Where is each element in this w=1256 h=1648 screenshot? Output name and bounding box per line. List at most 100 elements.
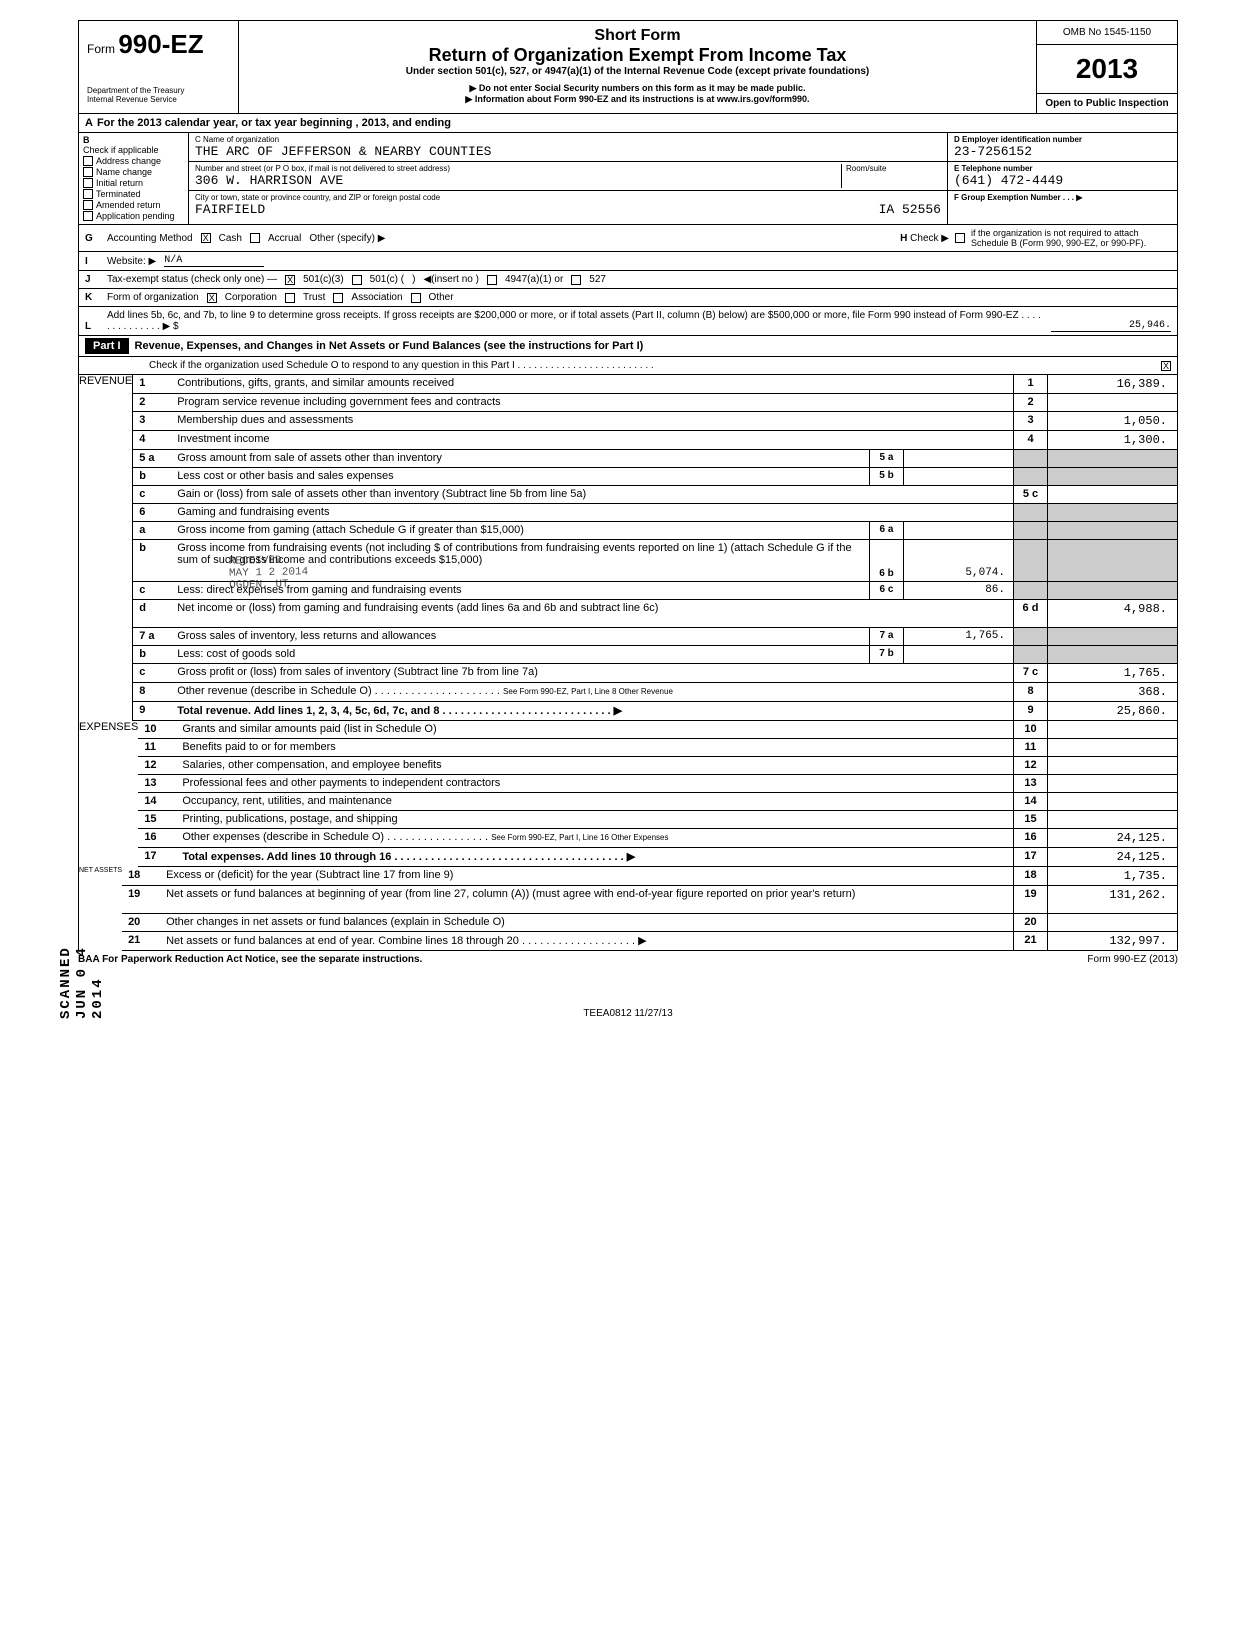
line-6b-midval: 5,074. (903, 540, 1013, 581)
line-21-val: 132,997. (1047, 932, 1177, 950)
ssn-warning: ▶ Do not enter Social Security numbers o… (245, 83, 1030, 94)
cb-initial-return[interactable] (83, 178, 93, 188)
line-6c-midval: 86. (903, 582, 1013, 599)
cb-501c[interactable] (352, 275, 362, 285)
footer-left: BAA For Paperwork Reduction Act Notice, … (78, 954, 422, 965)
line-10-val (1047, 721, 1177, 738)
title-short-form: Short Form (245, 27, 1030, 45)
line-7b-desc: Less: cost of goods sold (173, 646, 869, 663)
page-footer-code: TEEA0812 11/27/13 (78, 1008, 1178, 1019)
line-11-val (1047, 739, 1177, 756)
cb-name-change[interactable] (83, 167, 93, 177)
line-1-desc: Contributions, gifts, grants, and simila… (173, 375, 1013, 393)
schedule-b-text: if the organization is not required to a… (971, 228, 1171, 248)
line-6d-desc: Net income or (loss) from gaming and fun… (173, 600, 1013, 627)
org-info-block: B Check if applicable Address change Nam… (78, 133, 1178, 225)
cb-corp[interactable]: X (207, 293, 217, 303)
line-2-val (1047, 394, 1177, 411)
line-6a-desc: Gross income from gaming (attach Schedul… (173, 522, 869, 539)
line-11-desc: Benefits paid to or for members (178, 739, 1013, 756)
part-1-label: Part I (85, 338, 129, 354)
group-exemption-label: F Group Exemption Number . . . ▶ (954, 193, 1171, 202)
part-1-heading: Revenue, Expenses, and Changes in Net As… (135, 340, 644, 352)
tax-year: 2013 (1037, 45, 1177, 94)
line-16-val: 24,125. (1047, 829, 1177, 847)
line-9-desc: Total revenue. Add lines 1, 2, 3, 4, 5c,… (173, 702, 1013, 720)
tax-exempt-label: Tax-exempt status (check only one) — (107, 274, 277, 285)
part-1-checkrow: Check if the organization used Schedule … (78, 357, 1178, 375)
line-6a-midval (903, 522, 1013, 539)
form-header: Form 990-EZ Department of the Treasury I… (78, 20, 1178, 114)
check-applicable-label: Check if applicable (83, 145, 184, 155)
row-g-h: G Accounting Method XCash Accrual Other … (78, 225, 1178, 252)
omb-number: OMB No 1545-1150 (1037, 21, 1177, 45)
part-1-header: Part I Revenue, Expenses, and Changes in… (78, 336, 1178, 357)
cb-schedule-o[interactable]: X (1161, 361, 1171, 371)
subtitle: Under section 501(c), 527, or 4947(a)(1)… (245, 66, 1030, 77)
line-6c-desc: Less: direct expenses from gaming and fu… (173, 582, 869, 599)
line-20-val (1047, 914, 1177, 931)
line-5c-val (1047, 486, 1177, 503)
line-16-desc: Other expenses (describe in Schedule O) … (178, 829, 1013, 847)
line-12-val (1047, 757, 1177, 774)
row-k: K Form of organization XCorporation Trus… (78, 289, 1178, 307)
cb-cash[interactable]: X (201, 233, 211, 243)
line-5c-desc: Gain or (loss) from sale of assets other… (173, 486, 1013, 503)
cb-terminated[interactable] (83, 189, 93, 199)
line-15-val (1047, 811, 1177, 828)
line-5b-midval (903, 468, 1013, 485)
line-17-desc: Total expenses. Add lines 10 through 16 … (178, 848, 1013, 866)
cb-assoc[interactable] (333, 293, 343, 303)
line-5a-desc: Gross amount from sale of assets other t… (173, 450, 869, 467)
line-18-val: 1,735. (1047, 867, 1177, 885)
line-8-desc: Other revenue (describe in Schedule O) .… (173, 683, 1013, 701)
accounting-method-label: Accounting Method (107, 233, 193, 244)
addr-label: Number and street (or P O box, if mail i… (195, 164, 841, 173)
line-19-val: 131,262. (1047, 886, 1177, 913)
line-6-desc: Gaming and fundraising events (173, 504, 1013, 521)
public-inspection: Open to Public Inspection (1037, 94, 1177, 113)
phone-value: (641) 472-4449 (954, 173, 1171, 188)
line-18-desc: Excess or (deficit) for the year (Subtra… (162, 867, 1013, 885)
cb-amended[interactable] (83, 200, 93, 210)
line-6b-desc: Gross income from fundraising events (no… (173, 540, 869, 581)
cb-accrual[interactable] (250, 233, 260, 243)
line-17-val: 24,125. (1047, 848, 1177, 866)
org-city: FAIRFIELD (195, 202, 265, 217)
ein-label: D Employer identification number (954, 135, 1171, 144)
line-7a-midval: 1,765. (903, 628, 1013, 645)
line-19-desc: Net assets or fund balances at beginning… (162, 886, 1013, 913)
schedule-o-text: Check if the organization used Schedule … (149, 360, 654, 371)
org-state-zip: IA 52556 (879, 202, 941, 217)
column-b-checkboxes: B Check if applicable Address change Nam… (79, 133, 189, 224)
cb-527[interactable] (571, 275, 581, 285)
cb-trust[interactable] (285, 293, 295, 303)
dept-label: Department of the Treasury Internal Reve… (87, 86, 230, 105)
line-21-desc: Net assets or fund balances at end of ye… (162, 932, 1013, 950)
line-7c-desc: Gross profit or (loss) from sales of inv… (173, 664, 1013, 682)
line-5b-desc: Less cost or other basis and sales expen… (173, 468, 869, 485)
cb-address-change[interactable] (83, 156, 93, 166)
line-13-desc: Professional fees and other payments to … (178, 775, 1013, 792)
room-label: Room/suite (846, 164, 941, 173)
cb-app-pending[interactable] (83, 211, 93, 221)
title-return: Return of Organization Exempt From Incom… (245, 45, 1030, 66)
net-assets-side-label: NET ASSETS (79, 867, 122, 951)
cb-schedule-b[interactable] (955, 233, 965, 243)
line-14-val (1047, 793, 1177, 810)
line-14-desc: Occupancy, rent, utilities, and maintena… (178, 793, 1013, 810)
cb-4947[interactable] (487, 275, 497, 285)
form-label: Form (87, 42, 115, 56)
line-3-val: 1,050. (1047, 412, 1177, 430)
city-label: City or town, state or province country,… (195, 193, 941, 202)
line-4-desc: Investment income (173, 431, 1013, 449)
gross-receipts-text: Add lines 5b, 6c, and 7b, to line 9 to d… (107, 310, 1043, 332)
form-footer: BAA For Paperwork Reduction Act Notice, … (78, 951, 1178, 968)
form-of-org-label: Form of organization (107, 292, 199, 303)
cb-other-org[interactable] (411, 293, 421, 303)
org-name: THE ARC OF JEFFERSON & NEARBY COUNTIES (195, 144, 941, 159)
info-link: ▶ Information about Form 990-EZ and its … (245, 94, 1030, 105)
cb-501c3[interactable]: X (285, 275, 295, 285)
gross-receipts-value: 25,946. (1051, 320, 1171, 332)
line-2-desc: Program service revenue including govern… (173, 394, 1013, 411)
